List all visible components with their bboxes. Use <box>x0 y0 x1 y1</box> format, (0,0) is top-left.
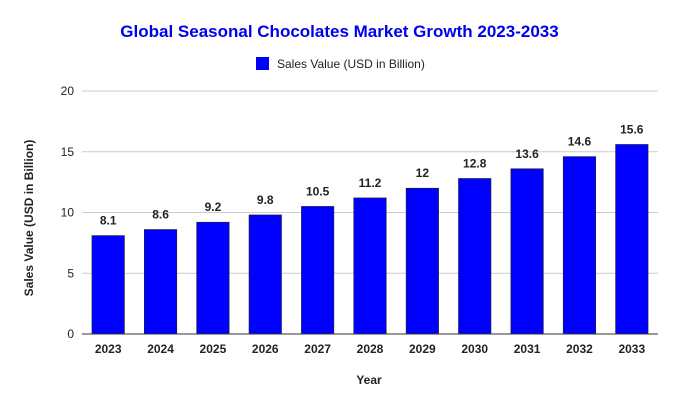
x-tick-label-2031: 2031 <box>514 342 541 356</box>
x-tick-label-2032: 2032 <box>566 342 593 356</box>
bar-2023 <box>91 235 125 335</box>
legend-label: Sales Value (USD in Billion) <box>277 57 425 71</box>
x-tick-label-2030: 2030 <box>461 342 488 356</box>
data-label-2027: 10.5 <box>306 184 330 198</box>
data-label-2030: 12.8 <box>463 156 487 170</box>
x-tick-label-2033: 2033 <box>618 342 645 356</box>
bar-2029 <box>405 187 439 335</box>
y-tick-label: 0 <box>67 327 74 341</box>
data-label-2026: 9.8 <box>257 193 274 207</box>
bar-2032 <box>562 156 596 335</box>
x-axis-label: Year <box>356 373 382 387</box>
bar-2027 <box>301 206 335 335</box>
y-tick-label: 15 <box>61 145 75 159</box>
bars <box>91 144 649 335</box>
bar-2033 <box>615 144 649 335</box>
data-label-2033: 15.6 <box>620 122 644 136</box>
x-tick-label-2029: 2029 <box>409 342 436 356</box>
data-label-2028: 11.2 <box>359 176 382 190</box>
x-tick-label-2026: 2026 <box>252 342 279 356</box>
y-axis-label: Sales Value (USD in Billion) <box>22 140 36 297</box>
x-tick-label-2025: 2025 <box>200 342 227 356</box>
x-tick-label-2027: 2027 <box>304 342 331 356</box>
x-tick-label-2024: 2024 <box>147 342 174 356</box>
y-tick-label: 5 <box>67 266 74 280</box>
data-labels: 8.1 8.6 9.2 9.8 10.5 11.2 12 12.8 13.6 14.6 15.6 <box>100 122 644 227</box>
bar-2031 <box>510 168 544 335</box>
x-tick-label-2028: 2028 <box>357 342 384 356</box>
data-label-2032: 14.6 <box>568 135 592 149</box>
bar-2025 <box>196 221 230 335</box>
data-label-2029: 12 <box>416 166 430 180</box>
data-label-2025: 9.2 <box>205 200 222 214</box>
data-label-2031: 13.6 <box>515 147 539 161</box>
x-axis-ticks: 2023 2024 2025 2026 2027 2028 2029 2030 2031 2032… <box>95 342 646 356</box>
bar-2030 <box>458 178 492 335</box>
x-tick-label-2023: 2023 <box>95 342 122 356</box>
y-tick-label: 20 <box>61 84 75 98</box>
bar-2026 <box>248 214 282 335</box>
data-label-2023: 8.1 <box>100 214 117 228</box>
legend-swatch <box>256 57 269 70</box>
y-tick-label: 10 <box>61 206 75 220</box>
bar-2028 <box>353 197 387 335</box>
y-axis-ticks: 0 5 10 15 20 <box>61 84 75 341</box>
data-label-2024: 8.6 <box>152 208 169 222</box>
legend: Sales Value (USD in Billion) <box>256 57 425 71</box>
bar-2024 <box>144 229 178 335</box>
chart-title: Global Seasonal Chocolates Market Growth… <box>120 22 558 41</box>
